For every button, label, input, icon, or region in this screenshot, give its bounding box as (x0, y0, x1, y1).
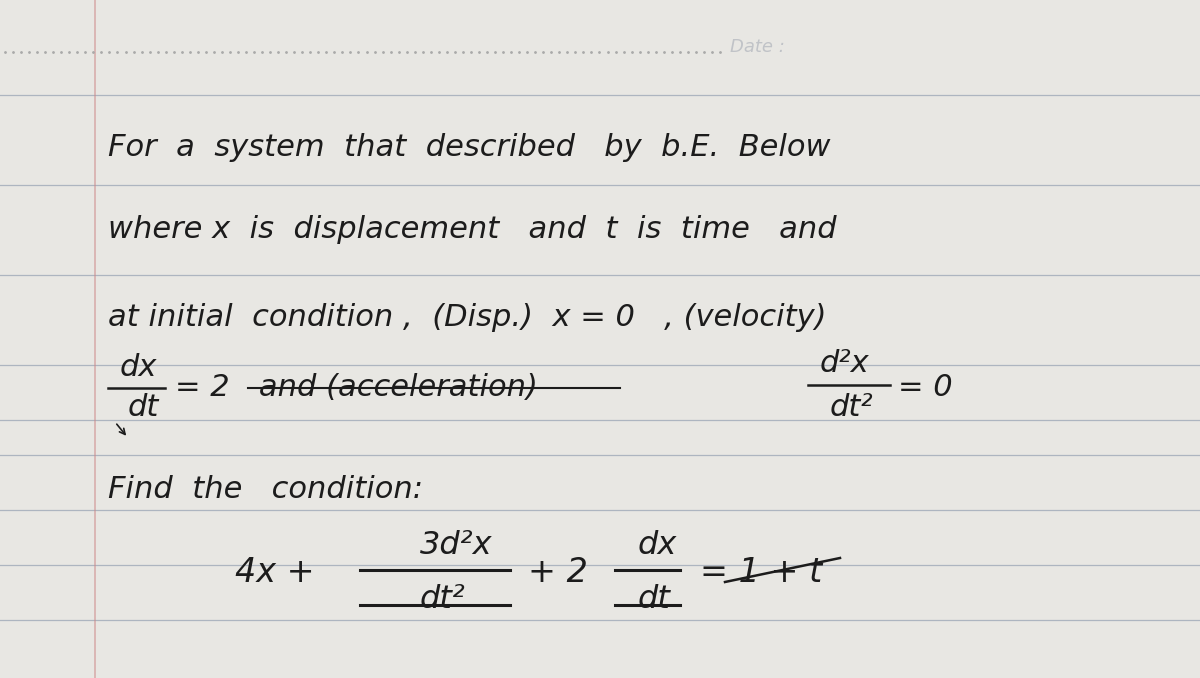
Text: dx: dx (120, 353, 157, 382)
Text: = 0: = 0 (898, 374, 953, 403)
Text: Find  the   condition:: Find the condition: (108, 475, 424, 504)
Text: = 2   and (acceleration): = 2 and (acceleration) (175, 374, 538, 403)
Text: dt²: dt² (830, 393, 874, 422)
Text: 3d²x: 3d²x (420, 530, 493, 561)
Text: dt: dt (638, 584, 671, 616)
Text: dt: dt (128, 393, 160, 422)
Text: = 1 + t: = 1 + t (700, 555, 822, 589)
Text: d²x: d²x (820, 348, 870, 378)
Text: Date :: Date : (730, 38, 785, 56)
Text: For  a  system  that  described   by  b.E.  Below: For a system that described by b.E. Belo… (108, 134, 830, 163)
Text: dx: dx (638, 530, 677, 561)
Text: where x  is  displacement   and  t  is  time   and: where x is displacement and t is time an… (108, 216, 836, 245)
Text: 4x +: 4x + (235, 555, 314, 589)
Text: at initial  condition ,  (Disp.)  x = 0   , (velocity): at initial condition , (Disp.) x = 0 , (… (108, 302, 827, 332)
Text: dt²: dt² (420, 584, 466, 616)
Text: + 2: + 2 (528, 555, 588, 589)
